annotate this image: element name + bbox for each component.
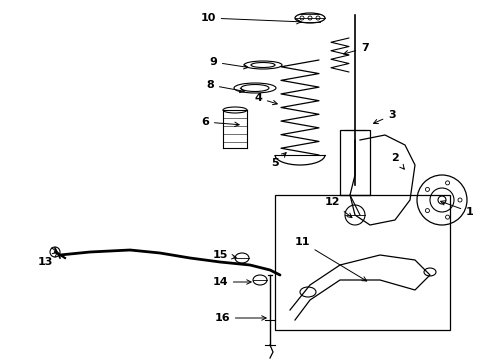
Text: 2: 2: [391, 153, 404, 169]
Text: 11: 11: [294, 237, 367, 281]
Text: 8: 8: [206, 80, 244, 93]
Text: 12: 12: [324, 197, 352, 217]
Bar: [275, 195, 450, 330]
Text: 7: 7: [343, 43, 369, 55]
Text: 4: 4: [254, 93, 277, 105]
Text: 6: 6: [201, 117, 239, 127]
Text: 10: 10: [200, 13, 301, 24]
Text: 3: 3: [373, 110, 396, 123]
Text: 14: 14: [212, 277, 251, 287]
Text: 1: 1: [441, 201, 474, 217]
Text: 16: 16: [214, 313, 266, 323]
Text: 5: 5: [271, 153, 286, 168]
Text: 9: 9: [209, 57, 248, 69]
Text: 13: 13: [37, 252, 57, 267]
Text: 15: 15: [212, 250, 236, 260]
